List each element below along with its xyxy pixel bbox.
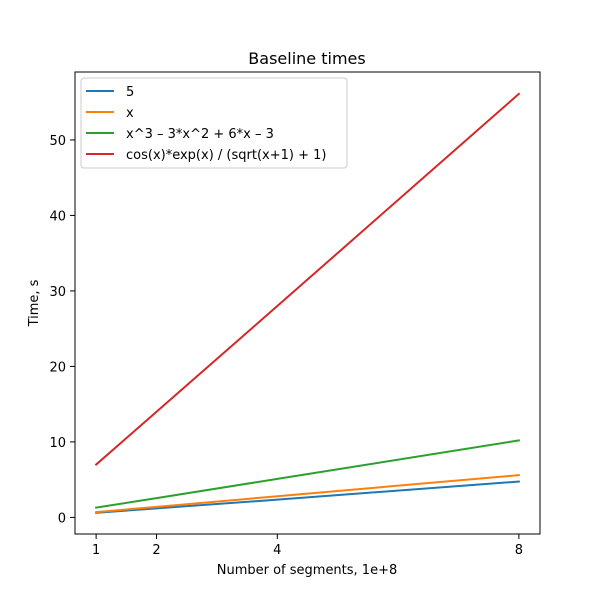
legend-label-3: x^3 – 3*x^2 + 6*x – 3 [126, 127, 274, 142]
y-axis-label: Time, s [27, 279, 42, 327]
x-tick-label: 8 [515, 543, 523, 558]
x-tick-label: 1 [92, 543, 100, 558]
y-tick-label: 50 [49, 134, 66, 149]
y-tick-label: 30 [49, 285, 66, 300]
legend-box [80, 77, 348, 169]
y-tick-label: 40 [49, 209, 66, 224]
x-tick-label: 4 [273, 543, 281, 558]
x-axis-label: Number of segments, 1e+8 [217, 563, 398, 578]
chart-title: Baseline times [248, 49, 365, 68]
series-line-1 [95, 480, 520, 514]
series-line-3 [94, 439, 521, 509]
legend-label-4: cos(x)*exp(x) / (sqrt(x+1) + 1) [126, 148, 326, 163]
x-tick-label: 2 [152, 543, 160, 558]
y-tick-label: 10 [49, 436, 66, 451]
series-line-2 [95, 474, 520, 514]
plot-frame [74, 71, 541, 535]
y-tick-label: 20 [49, 360, 66, 375]
x-axis-ticks: 1 2 4 8 [92, 534, 523, 558]
plot-lines [94, 92, 521, 514]
series-line-4 [94, 92, 521, 466]
y-axis-ticks: 0 10 20 30 40 50 [49, 134, 75, 526]
legend-label-1: 5 [126, 85, 134, 100]
y-tick-label: 0 [58, 511, 66, 526]
legend: 5 x x^3 – 3*x^2 + 6*x – 3 cos(x)*exp(x) / (… [80, 77, 348, 169]
legend-label-2: x [126, 106, 134, 121]
